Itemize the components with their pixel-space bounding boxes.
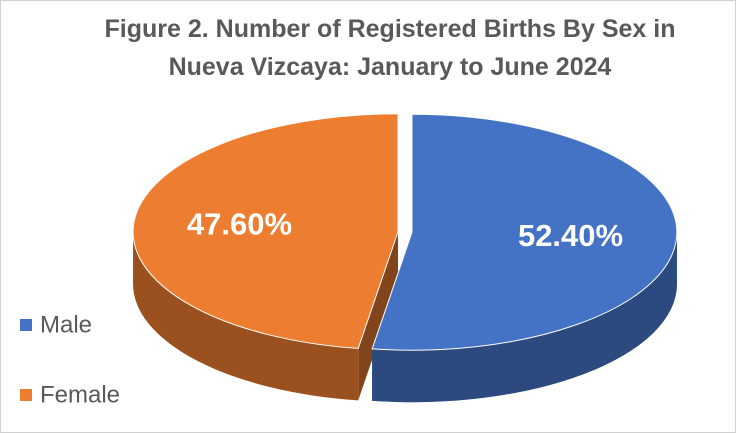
slice-rim [133, 231, 359, 401]
slice-side-shade [372, 232, 677, 403]
pie-tops [132, 113, 678, 351]
slice-wall [358, 231, 399, 401]
pie-slice [371, 113, 678, 351]
data-labels: 52.40% 47.60% [187, 207, 623, 253]
legend: Male Female [20, 311, 120, 408]
legend-label: Male [40, 311, 92, 338]
slice-rim [372, 232, 677, 403]
legend-label: Female [40, 381, 120, 408]
slice-side-shade [133, 231, 359, 401]
data-label: 52.40% [518, 218, 623, 253]
pie-slice [132, 113, 399, 349]
data-label: 47.60% [187, 207, 292, 242]
legend-marker [20, 389, 32, 401]
slice-side-shade [358, 231, 399, 401]
chart-title: Figure 2. Number of Registered Births By… [104, 15, 676, 81]
legend-marker [20, 319, 32, 331]
